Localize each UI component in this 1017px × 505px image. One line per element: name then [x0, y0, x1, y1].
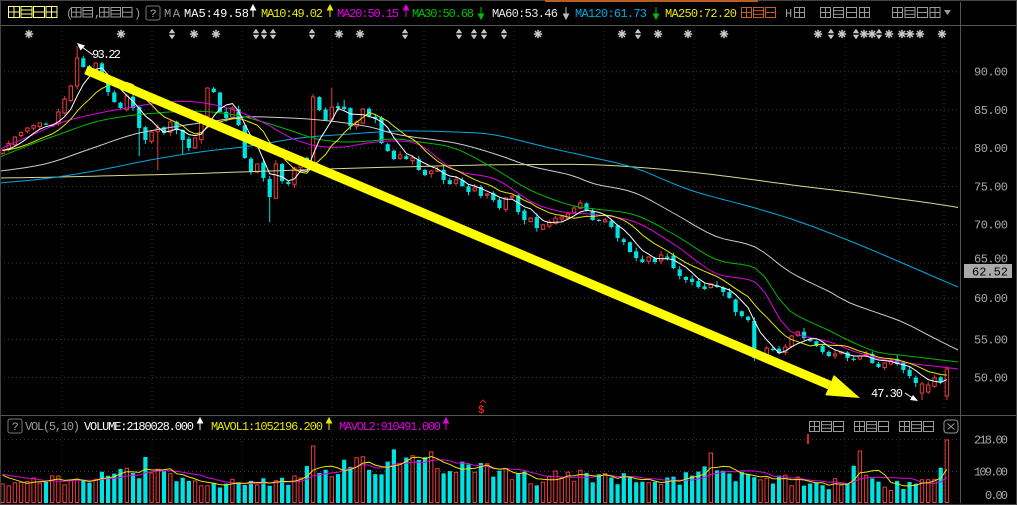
svg-text:65.00: 65.00: [974, 252, 1008, 266]
svg-text:VOLUME:2180028.000: VOLUME:2180028.000: [84, 420, 194, 434]
svg-text:MA: MA: [164, 7, 181, 21]
svg-text:VOL(5,10): VOL(5,10): [25, 420, 80, 434]
svg-text:0.00: 0.00: [985, 489, 1008, 503]
svg-text:55.00: 55.00: [974, 333, 1008, 347]
svg-text:?: ?: [12, 422, 19, 434]
svg-text:MA120:61.73: MA120:61.73: [575, 7, 647, 21]
svg-text:$: $: [478, 405, 485, 417]
svg-text:47.30: 47.30: [871, 387, 903, 401]
svg-text:75.00: 75.00: [974, 180, 1008, 194]
svg-text:70.00: 70.00: [974, 219, 1008, 233]
svg-text:50.00: 50.00: [974, 372, 1008, 386]
svg-text:MAVOL2:910491.000: MAVOL2:910491.000: [339, 420, 441, 434]
svg-text:218.00: 218.00: [974, 434, 1008, 448]
svg-text:109.00: 109.00: [974, 466, 1008, 480]
svg-text:,: ,: [94, 7, 101, 21]
svg-text:(: (: [66, 7, 73, 21]
svg-text:MA10:49.02: MA10:49.02: [261, 7, 323, 21]
svg-text:MA60:53.46: MA60:53.46: [492, 7, 558, 21]
svg-text:60.00: 60.00: [974, 292, 1008, 306]
svg-text:H: H: [785, 7, 792, 21]
svg-text:MA30:50.68: MA30:50.68: [412, 7, 474, 21]
svg-text:90.00: 90.00: [974, 66, 1008, 80]
svg-text:85.00: 85.00: [974, 104, 1008, 118]
svg-text:MA250:72.20: MA250:72.20: [665, 7, 737, 21]
svg-text:93.22: 93.22: [92, 48, 121, 62]
svg-text:MA20:50.15: MA20:50.15: [337, 7, 399, 21]
svg-text:MA5:49.58: MA5:49.58: [184, 7, 249, 21]
svg-text:62.52: 62.52: [972, 266, 1008, 280]
svg-text:MAVOL1:1052196.200: MAVOL1:1052196.200: [211, 420, 323, 434]
svg-text:): ): [134, 7, 141, 21]
svg-text:80.00: 80.00: [974, 142, 1008, 156]
svg-text:?: ?: [150, 9, 157, 21]
